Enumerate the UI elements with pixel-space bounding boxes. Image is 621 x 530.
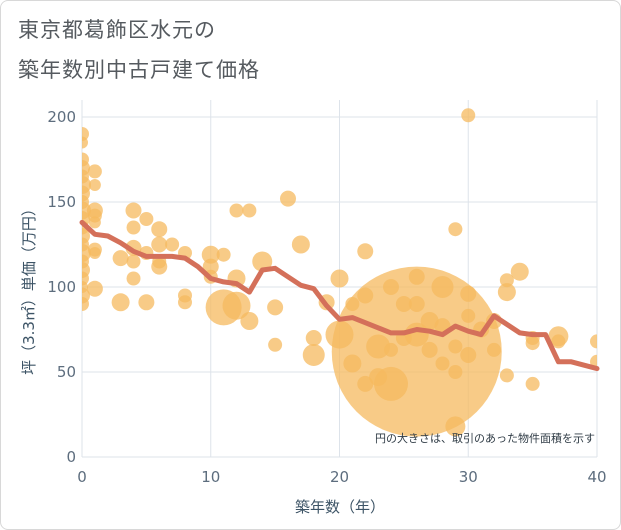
bubble-point xyxy=(126,220,141,235)
bubble-point xyxy=(448,222,463,237)
bubble-point xyxy=(267,299,284,316)
bubble-point xyxy=(229,203,244,218)
chart-title-line-1: 東京都葛飾区水元の xyxy=(18,18,216,42)
bubble-point xyxy=(268,337,283,352)
bubble-point xyxy=(151,258,168,275)
bubble-point xyxy=(222,291,251,320)
bubble-point xyxy=(460,285,477,302)
bubble-point xyxy=(111,293,130,312)
bubble-point xyxy=(126,254,141,269)
x-tick-label: 30 xyxy=(459,468,478,486)
bubble-point xyxy=(87,164,102,179)
x-tick-label: 0 xyxy=(77,468,87,486)
bubble-point xyxy=(331,266,502,437)
x-axis-label: 築年数（年） xyxy=(295,498,385,516)
bubble-point xyxy=(88,179,101,191)
y-tick-label: 100 xyxy=(47,278,76,296)
bubble-point xyxy=(448,339,463,354)
bubble-point xyxy=(551,334,566,349)
bubble-point xyxy=(487,342,501,357)
bubble-series xyxy=(82,108,597,437)
bubble-point xyxy=(421,341,438,358)
bubble-point xyxy=(178,295,192,310)
bubble-point xyxy=(590,334,597,349)
bubble-point xyxy=(82,297,89,311)
bubble-point xyxy=(291,235,310,254)
bubble-point xyxy=(165,237,180,252)
bubble-point xyxy=(82,136,88,149)
bubble-point xyxy=(357,243,374,260)
bubble-point xyxy=(86,280,103,297)
x-tick-label: 10 xyxy=(201,468,220,486)
bubble-point xyxy=(126,271,141,286)
x-tick-label: 40 xyxy=(587,468,606,486)
bubble-point xyxy=(112,250,129,267)
bubble-point xyxy=(461,108,476,123)
bubble-point xyxy=(499,368,514,383)
trend-line xyxy=(79,219,600,372)
bubble-point xyxy=(151,236,168,253)
bubble-point xyxy=(138,294,155,311)
bubble-point xyxy=(510,262,529,281)
y-tick-label: 150 xyxy=(47,193,76,211)
chart-title-line-2: 築年数別中古戸建て価格 xyxy=(18,58,260,82)
y-tick-label: 200 xyxy=(47,108,76,126)
bubble-size-note: 円の大きさは、取引のあった物件面積を示す xyxy=(375,431,595,445)
bubble-point xyxy=(445,416,466,437)
bubble-point xyxy=(252,251,273,272)
bubble-point xyxy=(435,356,450,371)
bubble-point xyxy=(497,283,516,302)
bubble-point xyxy=(151,221,168,238)
bubble-point xyxy=(525,336,540,351)
y-axis-label: 坪（3.3㎡）単価（万円） xyxy=(20,201,38,375)
bubble-point xyxy=(431,276,454,298)
bubble-point xyxy=(202,258,219,275)
bubble-point xyxy=(461,308,476,323)
bubble-point xyxy=(88,247,101,259)
bubble-point xyxy=(302,344,325,366)
bubble-point xyxy=(216,247,231,262)
bubble-point xyxy=(201,245,220,264)
bubble-point xyxy=(525,376,540,391)
y-tick-label: 0 xyxy=(66,448,76,466)
bubble-point xyxy=(139,212,154,226)
bubble-point xyxy=(88,216,101,229)
bubble-point xyxy=(305,330,322,346)
y-tick-label: 50 xyxy=(57,363,76,381)
bubble-point xyxy=(242,203,257,218)
axis-ticks: 0 50 100 150 200 0 10 20 30 40 xyxy=(47,108,606,486)
bubble-point xyxy=(240,312,259,330)
bubble-point xyxy=(420,312,439,330)
bubble-point xyxy=(460,347,477,363)
bubble-point xyxy=(499,273,514,288)
bubble-point xyxy=(330,269,349,288)
bubble-point xyxy=(448,365,463,379)
bubble-point xyxy=(280,190,296,207)
bubble-point xyxy=(125,202,142,219)
trend-line-series xyxy=(79,219,600,372)
x-tick-label: 20 xyxy=(330,468,349,486)
